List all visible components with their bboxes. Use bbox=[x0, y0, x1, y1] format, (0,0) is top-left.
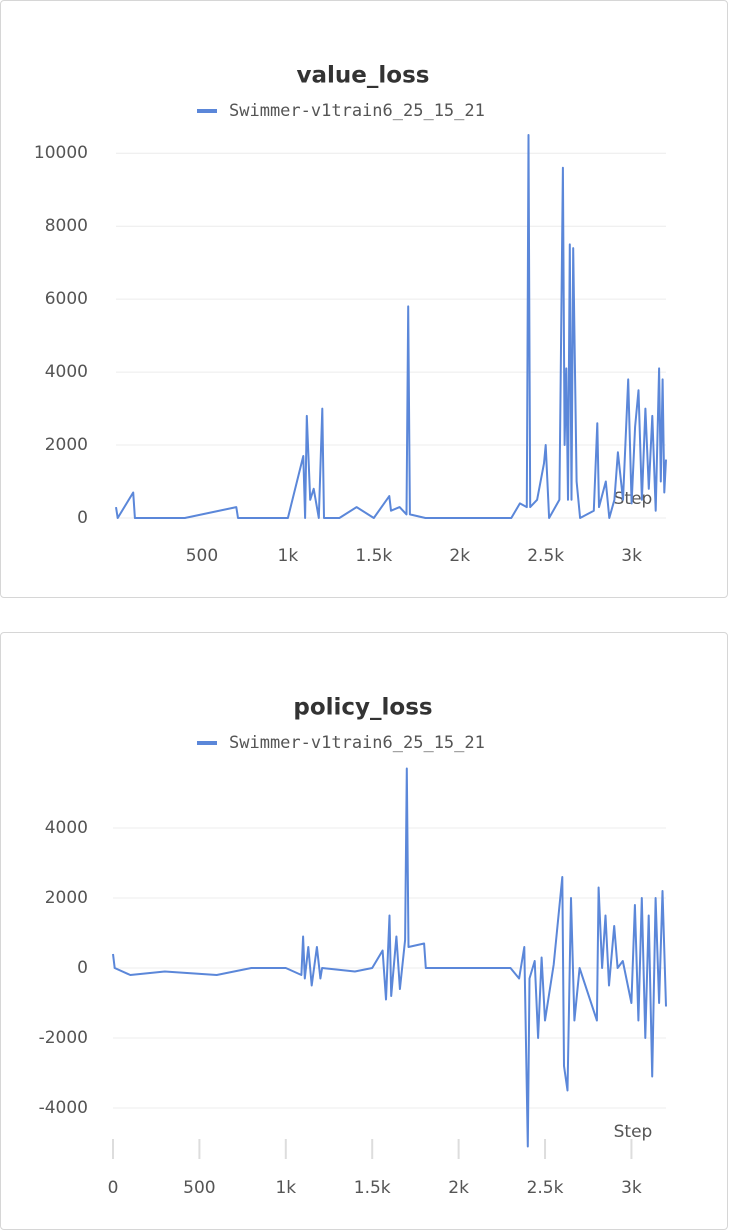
series-line bbox=[115, 134, 667, 519]
legend-label: Swimmer-v1train6_25_15_21 bbox=[229, 101, 485, 121]
series-line bbox=[112, 767, 667, 1148]
x-tick-label: 2k bbox=[449, 546, 470, 566]
x-tick-label: 3k bbox=[621, 546, 642, 566]
y-tick-label: 4000 bbox=[45, 362, 88, 382]
y-tick-label: -4000 bbox=[39, 1098, 88, 1118]
chart-title: value_loss bbox=[297, 63, 430, 89]
y-tick-label: 8000 bbox=[45, 216, 88, 236]
x-tick-label: 2k bbox=[448, 1178, 469, 1198]
chart-card: value_loss 0 2000 4000 6000 8000 10000 500 1k 1.5… bbox=[0, 0, 728, 598]
chart: value_loss 0 2000 4000 6000 8000 10000 500 1k 1.5… bbox=[34, 63, 667, 566]
x-tick-label: 1k bbox=[275, 1178, 296, 1198]
y-tick-label: 2000 bbox=[45, 888, 88, 908]
y-tick-label: 4000 bbox=[45, 818, 88, 838]
x-tick-label: 500 bbox=[183, 1178, 215, 1198]
y-tick-label: 2000 bbox=[45, 435, 88, 455]
x-tick-label: 2.5k bbox=[527, 1178, 564, 1198]
chart-title: policy_loss bbox=[293, 695, 432, 721]
x-axis-label: Step bbox=[614, 1122, 653, 1142]
chart-card: policy_loss -4000 -2000 0 2000 4000 0 500 1k 1.5k… bbox=[0, 632, 728, 1230]
chart: policy_loss -4000 -2000 0 2000 4000 0 500 1k 1.5k… bbox=[39, 695, 667, 1198]
x-tick-label: 0 bbox=[108, 1178, 119, 1198]
y-tick-label: 0 bbox=[77, 958, 88, 978]
y-tick-label: 6000 bbox=[45, 289, 88, 309]
y-tick-label: 10000 bbox=[34, 143, 88, 163]
x-tick-label: 1.5k bbox=[354, 1178, 391, 1198]
x-tick-label: 500 bbox=[186, 546, 218, 566]
y-tick-label: -2000 bbox=[39, 1028, 88, 1048]
x-tick-label: 1k bbox=[278, 546, 299, 566]
x-tick-label: 1.5k bbox=[355, 546, 392, 566]
x-tick-label: 2.5k bbox=[527, 546, 564, 566]
x-tick-label: 3k bbox=[621, 1178, 642, 1198]
legend-label: Swimmer-v1train6_25_15_21 bbox=[229, 733, 485, 753]
y-tick-label: 0 bbox=[77, 508, 88, 528]
